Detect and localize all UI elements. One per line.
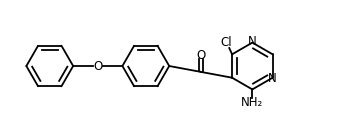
Text: N: N — [268, 72, 277, 85]
Text: NH₂: NH₂ — [241, 96, 263, 109]
Text: Cl: Cl — [220, 36, 232, 49]
Text: O: O — [196, 49, 205, 62]
Text: O: O — [93, 59, 102, 73]
Text: N: N — [248, 35, 257, 48]
